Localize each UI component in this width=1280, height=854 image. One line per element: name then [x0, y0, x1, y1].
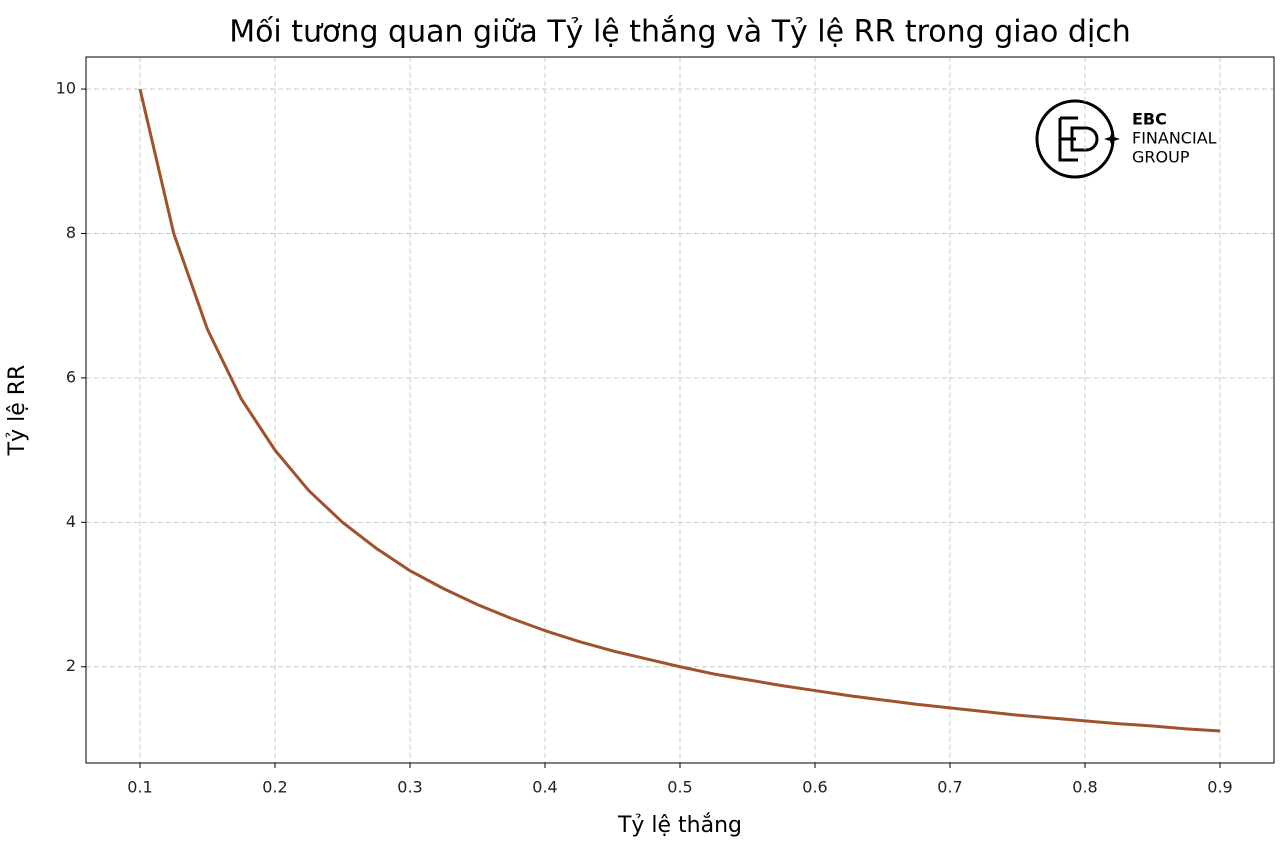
logo-mark: [1058, 116, 1099, 162]
y-tick-label: 10: [56, 79, 76, 98]
x-tick-label: 0.6: [802, 778, 827, 797]
y-tick-label: 2: [66, 656, 76, 675]
x-tick-label: 0.2: [262, 778, 287, 797]
logo-text: EBC: [1132, 110, 1167, 129]
logo-text: GROUP: [1132, 148, 1190, 167]
logo-star: [1104, 131, 1120, 147]
y-axis-label: Tỷ lệ RR: [5, 365, 30, 457]
y-tick-label: 6: [66, 367, 76, 386]
line: [138, 88, 1221, 733]
x-tick-label: 0.5: [667, 778, 692, 797]
x-tick-label: 0.7: [937, 778, 962, 797]
x-tick-label: 0.8: [1072, 778, 1097, 797]
x-tick-label: 0.9: [1207, 778, 1232, 797]
x-tick-label: 0.3: [397, 778, 422, 797]
x-tick-label: 0.1: [127, 778, 152, 797]
plot-frame: [85, 56, 1275, 764]
x-axis-label: Tỷ lệ thắng: [617, 813, 742, 838]
y-tick-label: 4: [66, 512, 76, 531]
plot: 0.1 0.2 0.3 0.4 0.5 0.6 0.7 0.8 0.9 2 4 6 8 10: [56, 56, 1275, 797]
logo: EBC FINANCIAL GROUP: [1035, 99, 1217, 179]
x-tick-label: 0.4: [532, 778, 557, 797]
y-tick-label: 8: [66, 223, 76, 242]
chart-title: Mối tương quan giữa Tỷ lệ thắng và Tỷ lệ…: [229, 15, 1131, 50]
logo-text: FINANCIAL: [1132, 129, 1217, 148]
